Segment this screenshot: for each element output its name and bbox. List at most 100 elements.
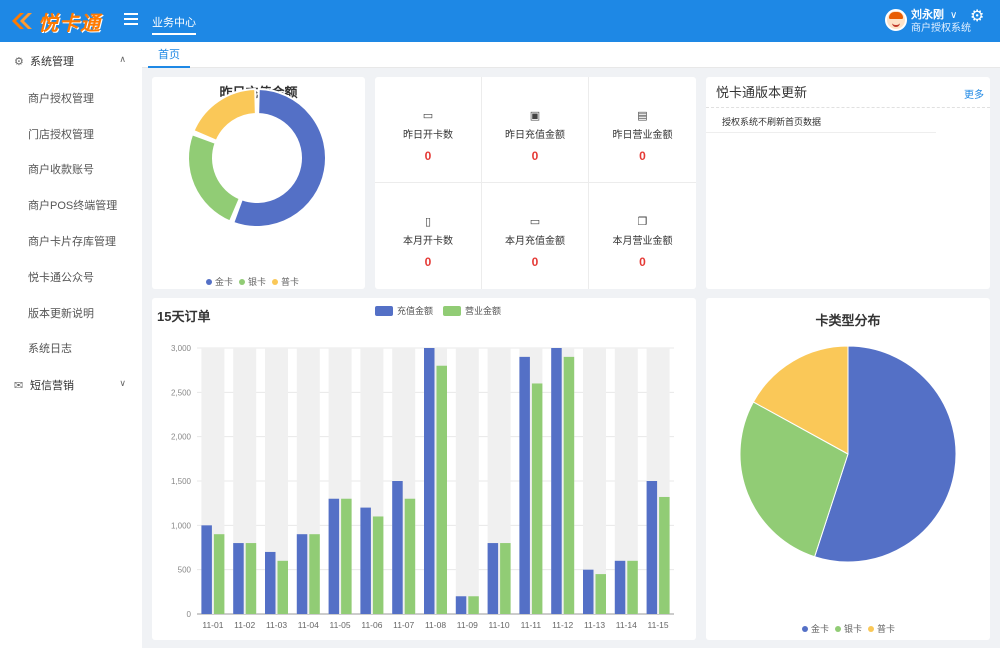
bar-recharge (360, 507, 371, 614)
card-icon: ▯ (424, 216, 432, 228)
bar-revenue (563, 356, 575, 614)
x-tick-label: 11-01 (202, 620, 223, 630)
bar-revenue (627, 560, 638, 614)
user-role: 商户授权系统 (911, 23, 971, 34)
legend-label: 普卡 (281, 277, 300, 287)
x-tick-label: 11-10 (489, 620, 510, 630)
y-tick-label: 500 (178, 566, 192, 575)
bar-background (614, 348, 638, 614)
bar-revenue (372, 516, 384, 614)
orders-chart-title: 15天订单 (157, 309, 211, 324)
gear-icon[interactable]: ⚙ (970, 8, 985, 25)
stat-label: 昨日充值金额 (505, 130, 565, 141)
pie-slice-1 (232, 88, 327, 228)
card-icon: ▭ (422, 110, 434, 122)
bar-revenue (531, 383, 543, 614)
chevron-down-icon[interactable]: ∨ (950, 10, 958, 21)
legend-normal-swatch (272, 278, 279, 285)
bar-recharge (233, 543, 244, 614)
legend-recharge-swatch (375, 305, 393, 316)
bar-revenue (500, 543, 511, 614)
bar-recharge (519, 356, 530, 614)
bar-recharge (392, 481, 403, 614)
legend-label: 金卡 (215, 277, 234, 287)
stat-label: 本月营业金额 (612, 236, 673, 247)
stat-label: 昨日开卡数 (403, 130, 453, 141)
menu-toggle-icon[interactable] (124, 13, 138, 27)
legend-label: 营业金额 (465, 306, 502, 316)
y-tick-label: 3,000 (171, 344, 192, 353)
x-tick-label: 11-02 (234, 620, 255, 630)
stat-value: 0 (639, 149, 646, 163)
stat-yesterday-revenue: ▤ 昨日营业金额 0 (589, 77, 696, 183)
bar-recharge (296, 534, 308, 614)
bar-legend[interactable]: 充值金额 营业金额 (365, 304, 501, 317)
sidebar-item-system-log[interactable]: 系统日志 (28, 343, 72, 356)
orders-chart-card: 15天订单 充值金额 营业金额 0 500 1,000 1,500 2,000 2,500… (152, 298, 696, 640)
stat-month-cards: ▯ 本月开卡数 0 (375, 183, 482, 289)
more-link[interactable]: 更多 (964, 90, 984, 101)
bar-revenue (404, 498, 416, 614)
copy-icon: ❐ (637, 216, 648, 228)
chevron-up-icon: ∧ (119, 54, 126, 64)
card-type-title: 卡类型分布 (815, 313, 881, 328)
stat-value: 0 (424, 149, 432, 163)
bar-revenue (436, 365, 447, 614)
x-tick-label: 11-09 (457, 620, 478, 630)
x-tick-label: 11-11 (521, 620, 542, 630)
pie-slice-3 (752, 345, 849, 455)
bar-recharge (201, 525, 212, 614)
legend-label: 银卡 (844, 624, 863, 634)
avatar (885, 9, 907, 31)
bar-background (265, 348, 288, 614)
sidebar-group-system[interactable]: ⚙ 系统管理 ∧ (0, 42, 142, 80)
sidebar-item-payment-account[interactable]: 商户收款账号 (28, 164, 94, 177)
donut-legend: 金卡 银卡 普卡 (200, 275, 299, 288)
x-tick-label: 11-05 (330, 620, 351, 630)
bar-revenue (277, 560, 288, 614)
sidebar: ⚙ 系统管理 ∧ 商户授权管理 门店授权管理 商户收款账号 商户POS终端管理 … (0, 42, 142, 648)
divider (706, 132, 936, 133)
sidebar-item-release-notes[interactable]: 版本更新说明 (28, 307, 94, 320)
bar-recharge (487, 543, 499, 614)
settings-icon: ⚙ (14, 55, 24, 68)
stat-value: 0 (639, 255, 646, 269)
legend-silver-swatch (835, 625, 842, 632)
sidebar-item-pos-terminal[interactable]: 商户POS终端管理 (28, 200, 118, 213)
bar-revenue (468, 596, 479, 614)
chevron-down-icon: ∨ (119, 378, 126, 389)
sidebar-item-store-auth[interactable]: 门店授权管理 (28, 128, 94, 141)
recharge-icon: ▭ (529, 216, 541, 228)
user-menu[interactable]: 刘永刚 商户授权系统 (885, 9, 971, 35)
news-item[interactable]: 授权系统不刷新首页数据 (722, 117, 822, 127)
divider (706, 107, 990, 108)
yesterday-recharge-card: 昨日充值金额 金卡 银卡 普卡 (152, 77, 365, 289)
tab-business-center[interactable]: 业务中心 (152, 14, 196, 35)
sidebar-item-official-account[interactable]: 悦卡通公众号 (28, 271, 94, 284)
legend-label: 充值金额 (397, 306, 434, 316)
sidebar-item-card-inventory[interactable]: 商户卡片存库管理 (28, 236, 116, 249)
bar-recharge (646, 481, 658, 614)
version-updates-card: 悦卡通版本更新 更多 授权系统不刷新首页数据 (706, 77, 990, 289)
bar-recharge (583, 569, 594, 614)
sidebar-item-merchant-auth[interactable]: 商户授权管理 (28, 92, 94, 105)
sidebar-group-label: 短信营销 (30, 380, 74, 393)
orders-bar-chart: 0 500 1,000 1,500 2,000 2,500 3,000 11-01 11-02 1… (171, 344, 674, 630)
y-tick-label: 2,500 (171, 388, 192, 397)
x-tick-label: 11-06 (361, 620, 382, 630)
x-tick-label: 11-13 (584, 620, 605, 630)
pie-slice-3 (192, 88, 257, 142)
stat-label: 本月开卡数 (403, 236, 453, 247)
bar-background (455, 348, 479, 614)
bar-background (583, 348, 606, 614)
legend-label: 普卡 (877, 624, 896, 634)
x-tick-label: 11-14 (616, 620, 637, 630)
legend-revenue-swatch (443, 305, 462, 316)
pie-slice-1 (814, 345, 957, 563)
legend-normal-swatch (868, 625, 875, 632)
mail-icon: ✉ (14, 379, 24, 392)
tab-home[interactable]: 首页 (148, 46, 190, 68)
sidebar-group-sms[interactable]: ✉ 短信营销 ∨ (0, 366, 142, 404)
logo[interactable]: 悦卡通 (10, 8, 101, 35)
card-type-pie-chart (739, 345, 957, 563)
